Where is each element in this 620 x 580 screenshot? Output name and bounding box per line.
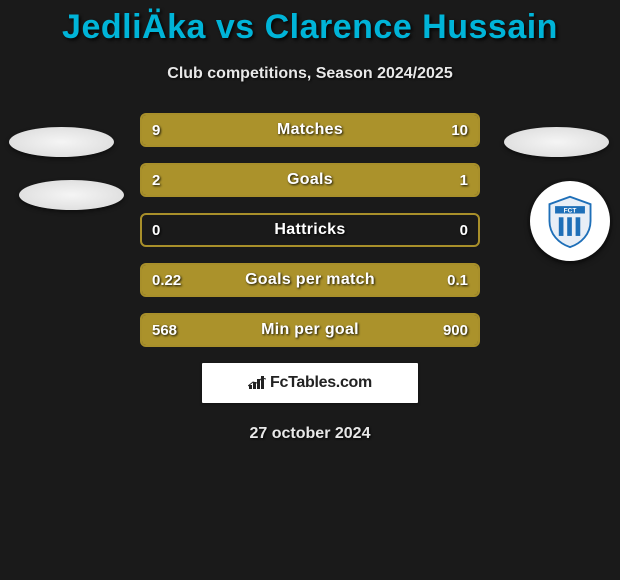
svg-text:FCT: FCT xyxy=(564,208,577,215)
stat-row-goals-per-match: 0.22 Goals per match 0.1 xyxy=(140,263,480,297)
page-title: JedliÄka vs Clarence Hussain xyxy=(0,0,620,47)
stat-row-min-per-goal: 568 Min per goal 900 xyxy=(140,313,480,347)
watermark-chart-icon xyxy=(248,376,266,390)
stat-label: Hattricks xyxy=(142,215,478,245)
club-badge: FCT xyxy=(530,181,610,261)
stat-row-matches: 9 Matches 10 xyxy=(140,113,480,147)
stat-right-value: 10 xyxy=(451,115,468,145)
player1-avatar-secondary xyxy=(19,180,124,210)
stat-right-value: 0.1 xyxy=(447,265,468,295)
date-text: 27 october 2024 xyxy=(0,425,620,443)
stat-row-hattricks: 0 Hattricks 0 xyxy=(140,213,480,247)
subtitle: Club competitions, Season 2024/2025 xyxy=(0,65,620,83)
watermark-text: FcTables.com xyxy=(270,374,372,392)
stat-row-goals: 2 Goals 1 xyxy=(140,163,480,197)
stat-right-value: 0 xyxy=(460,215,468,245)
stat-right-value: 900 xyxy=(443,315,468,345)
stat-right-value: 1 xyxy=(460,165,468,195)
comparison-card: JedliÄka vs Clarence Hussain Club compet… xyxy=(0,0,620,580)
club-badge-icon: FCT xyxy=(542,193,598,249)
stat-bars: 9 Matches 10 2 Goals 1 0 Hattricks 0 xyxy=(140,113,480,347)
stat-label: Min per goal xyxy=(142,315,478,345)
watermark: FcTables.com xyxy=(202,363,418,403)
stat-label: Goals xyxy=(142,165,478,195)
stat-label: Goals per match xyxy=(142,265,478,295)
stats-area: FCT 9 Matches 10 2 Goals 1 0 xyxy=(0,113,620,443)
stat-label: Matches xyxy=(142,115,478,145)
player2-avatar xyxy=(504,127,609,157)
player1-avatar xyxy=(9,127,114,157)
